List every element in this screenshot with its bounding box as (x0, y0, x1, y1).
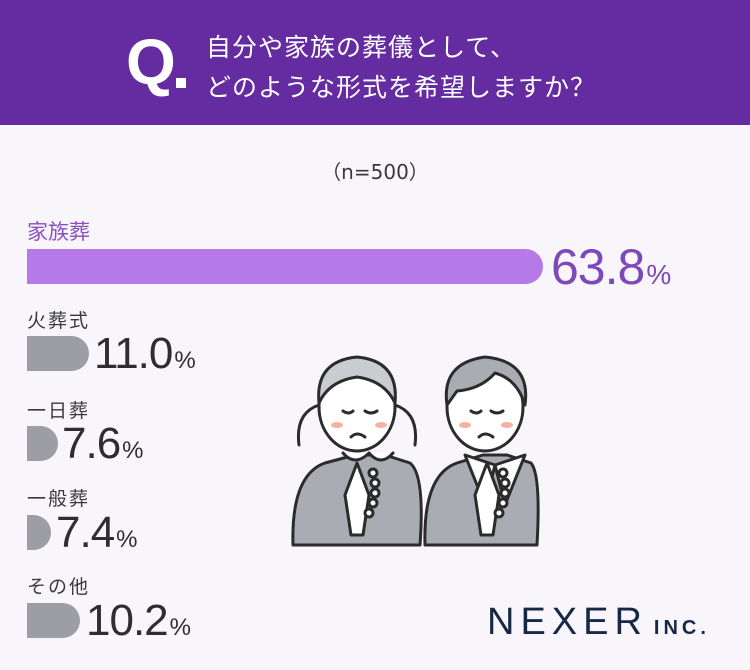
value-general-funeral: 7.4% (56, 508, 138, 557)
question-text: 自分や家族の葬儀として、 どのような形式を希望しますか？ (206, 28, 596, 108)
question-line-2: どのような形式を希望しますか？ (206, 73, 597, 102)
mourning-children-praying-illustration (291, 355, 540, 547)
bar-cremation (27, 336, 89, 371)
sample-size-label: （n=500） (321, 160, 429, 184)
bar-general-funeral (27, 515, 51, 550)
bar-one-day-funeral (27, 426, 58, 461)
question-line-1: 自分や家族の葬儀として、 (206, 33, 517, 62)
question-header: Q 自分や家族の葬儀として、 どのような形式を希望しますか？ (0, 0, 750, 125)
value-cremation: 11.0% (94, 329, 196, 378)
q-dot (176, 78, 186, 88)
nexer-logo: NEXER INC. (487, 601, 710, 643)
category-label-other: その他 (27, 576, 91, 598)
category-label-cremation: 火葬式 (27, 310, 91, 332)
category-label-general-funeral: 一般葬 (27, 488, 91, 510)
category-label-one-day-funeral: 一日葬 (27, 400, 91, 422)
category-label-family-funeral: 家族葬 (27, 220, 90, 244)
bar-family-funeral (27, 249, 543, 284)
bar-other (27, 603, 80, 638)
q-mark: Q (126, 26, 176, 98)
value-one-day-funeral: 7.6% (62, 419, 144, 468)
value-family-funeral: 63.8% (551, 239, 672, 295)
value-other: 10.2% (86, 596, 191, 645)
